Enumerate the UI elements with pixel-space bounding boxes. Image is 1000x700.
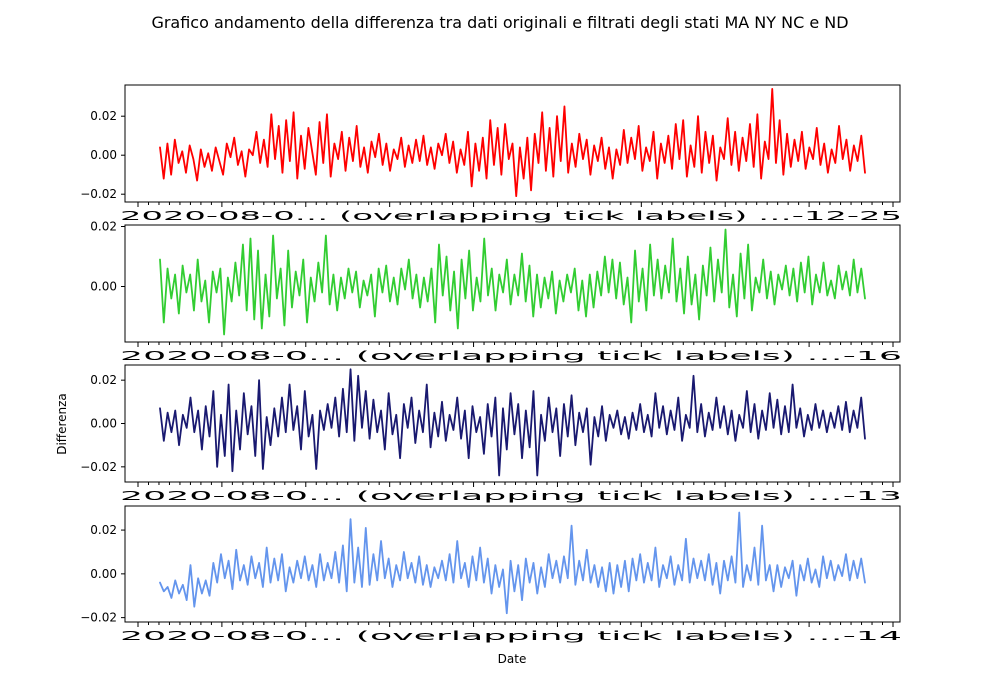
axes-frame <box>124 224 901 343</box>
subplot-2: 0.00 0.02 2020-08-0… (overlapping tick lab… <box>90 220 902 364</box>
y-tick-label: 0.02 <box>90 373 117 387</box>
y-tick-label: −0.02 <box>80 187 117 201</box>
y-tick-label: −0.02 <box>80 611 117 625</box>
x-tick-labels: 2020-08-0… (overlapping tick labels) …-1… <box>120 629 902 643</box>
y-tick-label: 0.02 <box>90 109 117 123</box>
y-axis-label: Differenza <box>55 393 69 455</box>
axes-frame <box>124 84 901 203</box>
series-line-1 <box>159 88 866 198</box>
chart-title: Grafico andamento della differenza tra d… <box>151 13 848 32</box>
subplot-1: −0.02 0.00 0.02 2020-08-0… (overlapping tic… <box>80 84 902 223</box>
x-axis-label: Date <box>498 652 527 666</box>
series-line-4 <box>159 511 866 615</box>
y-tick-label: 0.00 <box>90 417 117 431</box>
y-tick-label: 0.02 <box>90 220 117 234</box>
y-tick-label: 0.00 <box>90 280 117 294</box>
y-tick-label: 0.02 <box>90 523 117 537</box>
series-line-2 <box>159 228 866 336</box>
series-line-3 <box>159 368 866 477</box>
y-tick-label: 0.00 <box>90 567 117 581</box>
subplot-3: −0.02 0.00 0.02 2020-08-0… (overlapping tic… <box>80 364 902 503</box>
x-tick-labels: 2020-08-0… (overlapping tick labels) …-1… <box>120 349 902 363</box>
y-tick-label: 0.00 <box>90 148 117 162</box>
subplot-4: −0.02 0.00 0.02 2020-08-0… (overlapping tic… <box>80 505 902 643</box>
x-tick-labels: 2020-08-0… (overlapping tick labels) …-1… <box>120 209 902 223</box>
axes-frame <box>124 505 901 623</box>
y-tick-label: −0.02 <box>80 460 117 474</box>
x-tick-labels: 2020-08-0… (overlapping tick labels) …-1… <box>120 489 902 503</box>
